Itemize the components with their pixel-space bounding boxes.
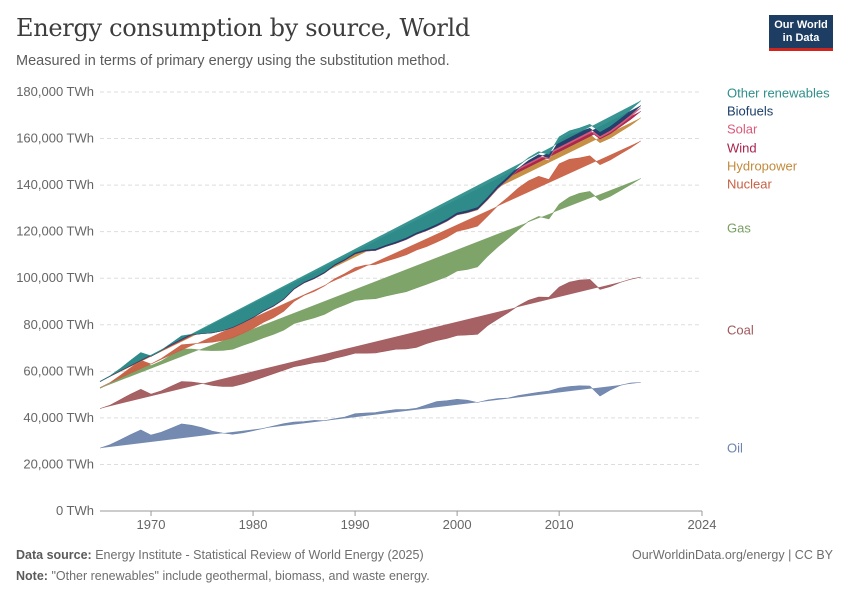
series-label-oil: Oil (727, 441, 743, 456)
x-tick-label: 2024 (688, 517, 717, 532)
series-label-biofuels: Biofuels (727, 104, 774, 119)
data-source-text[interactable]: Energy Institute - Statistical Review of… (95, 548, 424, 562)
series-label-nuclear: Nuclear (727, 177, 772, 192)
y-tick-label: 160,000 TWh (16, 131, 94, 146)
area-coal (99, 276, 641, 409)
y-tick-label: 60,000 TWh (23, 363, 94, 378)
series-label-other-renewables: Other renewables (727, 86, 830, 101)
data-source: Data source: Energy Institute - Statisti… (16, 548, 424, 562)
y-tick-label: 100,000 TWh (16, 270, 94, 285)
note-text: "Other renewables" include geothermal, b… (51, 569, 430, 583)
x-tick-label: 2010 (545, 517, 574, 532)
x-tick-label: 1980 (239, 517, 268, 532)
area-other-renewables (99, 100, 642, 382)
series-label-solar: Solar (727, 122, 758, 137)
series-label-coal: Coal (727, 323, 754, 338)
y-tick-label: 180,000 TWh (16, 84, 94, 99)
chart-note: Note: "Other renewables" include geother… (16, 569, 430, 583)
y-tick-label: 140,000 TWh (16, 177, 94, 192)
x-tick-label: 1970 (137, 517, 166, 532)
series-label-wind: Wind (727, 141, 757, 156)
y-tick-label: 20,000 TWh (23, 456, 94, 471)
chart-subtitle: Measured in terms of primary energy usin… (16, 53, 450, 69)
y-tick-label: 0 TWh (56, 503, 94, 518)
owid-logo[interactable]: Our World in Data (769, 15, 833, 51)
x-tick-label: 1990 (341, 517, 370, 532)
y-tick-label: 80,000 TWh (23, 317, 94, 332)
y-tick-label: 120,000 TWh (16, 224, 94, 239)
logo-line-1: Our World (774, 19, 828, 31)
area-gas (99, 178, 641, 389)
chart-title: Energy consumption by source, World (16, 14, 470, 42)
series-label-gas: Gas (727, 221, 751, 236)
logo-line-2: in Data (782, 32, 820, 44)
x-tick-label: 2000 (443, 517, 472, 532)
credit-link[interactable]: OurWorldinData.org/energy | CC BY (631, 548, 833, 562)
y-tick-label: 40,000 TWh (23, 410, 94, 425)
area-oil (99, 382, 641, 449)
note-label: Note: (16, 569, 48, 583)
data-source-label: Data source: (16, 548, 92, 562)
series-label-hydropower: Hydropower (727, 159, 798, 174)
